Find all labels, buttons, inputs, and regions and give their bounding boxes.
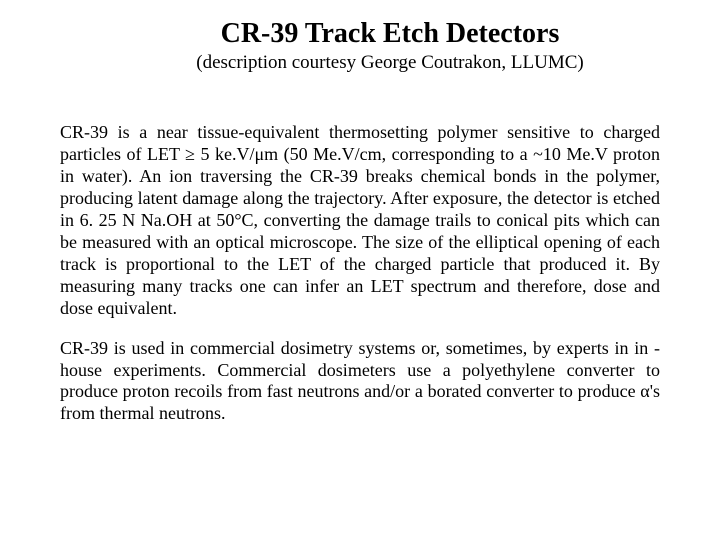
slide-subtitle: (description courtesy George Coutrakon, … [60, 52, 660, 74]
slide-title: CR-39 Track Etch Detectors [60, 18, 660, 50]
paragraph-1: CR-39 is a near tissue-equivalent thermo… [60, 122, 660, 320]
slide: CR-39 Track Etch Detectors (description … [0, 0, 720, 540]
paragraph-2: CR-39 is used in commercial dosimetry sy… [60, 338, 660, 426]
